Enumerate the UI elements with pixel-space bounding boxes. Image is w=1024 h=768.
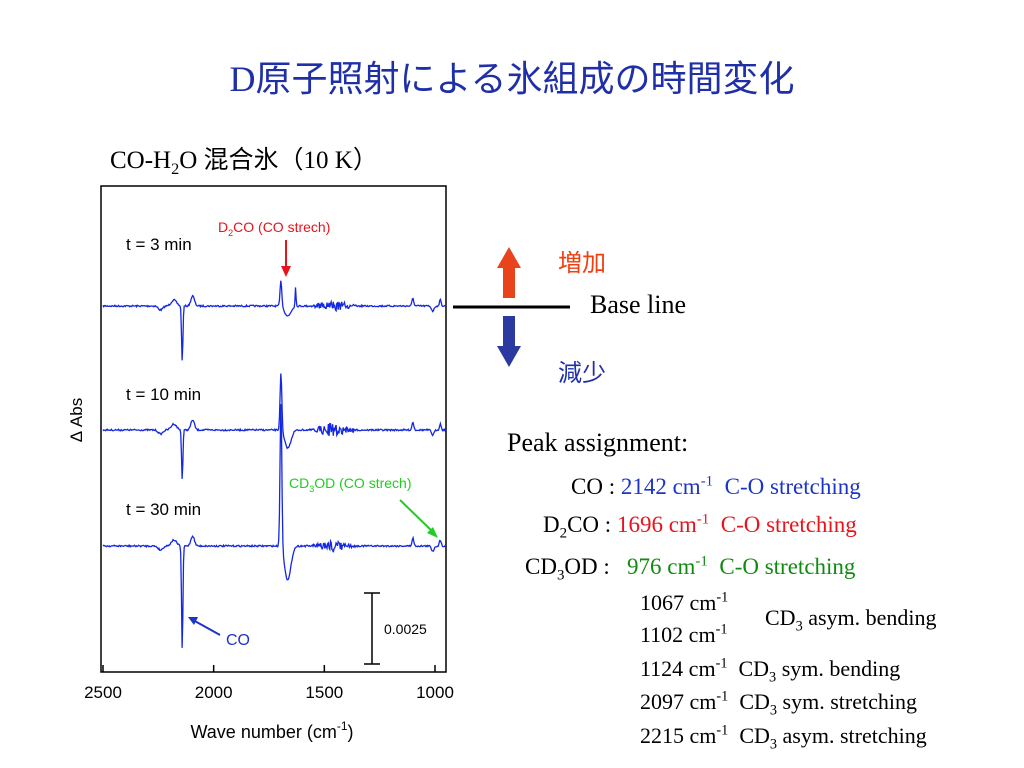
subscript: 3 bbox=[795, 618, 803, 635]
legend-decrease: 減少 bbox=[558, 361, 606, 387]
text: CD bbox=[289, 475, 309, 491]
x-tick-label: 2500 bbox=[84, 683, 122, 702]
superscript: -1 bbox=[715, 655, 728, 672]
text: CD bbox=[765, 605, 796, 630]
trace-label: t = 10 min bbox=[126, 385, 201, 404]
increase-arrow bbox=[503, 266, 515, 298]
x-tick-label: 2000 bbox=[195, 683, 233, 702]
superscript: -1 bbox=[337, 719, 348, 733]
text: CO : bbox=[567, 512, 617, 537]
trace-label: t = 30 min bbox=[126, 500, 201, 519]
arrow bbox=[399, 499, 434, 533]
peak-row: 2215 cm-1 CD3 asym. stretching bbox=[640, 722, 927, 753]
decrease-arrow bbox=[497, 346, 521, 367]
wavenumber: 2215 cm bbox=[640, 723, 717, 748]
peak-row: 1124 cm-1 CD3 sym. bending bbox=[640, 655, 901, 686]
annotation: D2CO (CO strech) bbox=[218, 219, 330, 238]
peak-row: 1067 cm-1 bbox=[640, 590, 728, 616]
subscript: 2 bbox=[171, 160, 180, 178]
peaks-heading: Peak assignment: bbox=[507, 428, 689, 457]
text: asym. bending bbox=[802, 605, 937, 630]
peak-row: D2CO : 1696 cm-1 C-O stretching bbox=[543, 511, 857, 541]
subscript: 3 bbox=[309, 484, 314, 494]
text: ) bbox=[348, 722, 354, 742]
x-tick-label: 1000 bbox=[416, 683, 454, 702]
superscript: -1 bbox=[715, 621, 728, 638]
wavenumber: 1067 cm bbox=[640, 590, 717, 615]
text: Wave number (cm bbox=[190, 722, 336, 742]
increase-arrow bbox=[497, 247, 521, 268]
arrow bbox=[192, 619, 221, 636]
superscript: -1 bbox=[695, 553, 708, 570]
text: CD bbox=[525, 554, 557, 579]
wavenumber: 2097 cm bbox=[640, 689, 717, 714]
text: asym. stretching bbox=[777, 723, 927, 748]
y-axis-label: Δ Abs bbox=[67, 398, 86, 442]
superscript: -1 bbox=[716, 589, 729, 606]
superscript: -1 bbox=[700, 473, 714, 490]
arrow-head bbox=[188, 617, 198, 625]
assignment: C-O stretching bbox=[720, 512, 857, 537]
shared-assignment: CD3 asym. bending bbox=[765, 605, 937, 635]
assignment: C-O stretching bbox=[724, 474, 861, 499]
wavenumber: 1696 cm bbox=[616, 512, 697, 537]
legend-baseline: Base line bbox=[590, 290, 687, 319]
traces bbox=[102, 280, 447, 648]
superscript: -1 bbox=[696, 511, 710, 528]
x-tick-label: 1500 bbox=[305, 683, 343, 702]
spectrum-trace bbox=[102, 404, 447, 648]
figure-heading: CO-H2O 混合氷（10 K） bbox=[110, 140, 378, 178]
subscript: 3 bbox=[769, 702, 778, 719]
subscript: 2 bbox=[228, 228, 233, 238]
peak-row: CD3OD : 976 cm-1 C-O stretching bbox=[525, 553, 856, 583]
wavenumber: 2142 cm bbox=[620, 474, 701, 499]
decrease-arrow bbox=[503, 316, 515, 348]
peak-row: CO : 2142 cm-1 C-O stretching bbox=[571, 474, 861, 500]
legend-increase: 増加 bbox=[558, 251, 606, 277]
text: sym. bending bbox=[776, 656, 901, 681]
subscript: 3 bbox=[556, 567, 565, 584]
x-axis: 2500 2000 1500 1000 bbox=[84, 665, 454, 702]
peak-row: 1102 cm-1 bbox=[640, 622, 727, 648]
plot-frame bbox=[100, 185, 447, 673]
text: CO-H bbox=[110, 147, 172, 174]
text: CO : bbox=[571, 474, 621, 499]
subscript: 3 bbox=[769, 669, 777, 686]
superscript: -1 bbox=[716, 722, 729, 739]
scale-label: 0.0025 bbox=[384, 621, 427, 637]
arrow-head bbox=[281, 266, 291, 277]
arrow-head bbox=[427, 527, 438, 538]
slide-title: D原子照射による氷組成の時間変化 bbox=[229, 59, 795, 99]
text: OD : bbox=[564, 554, 616, 579]
wavenumber: 976 cm bbox=[627, 554, 696, 579]
peak-row: 2097 cm-1 CD3 sym. stretching bbox=[640, 688, 917, 719]
wavenumber: 1124 cm bbox=[640, 656, 716, 681]
text: O 混合氷（10 K） bbox=[179, 147, 378, 174]
trace-label: t = 3 min bbox=[126, 235, 192, 254]
subscript: 2 bbox=[559, 525, 568, 542]
spectrum-trace bbox=[102, 280, 447, 361]
text: OD (CO strech) bbox=[314, 475, 411, 491]
x-axis-label: Wave number (cm-1) bbox=[190, 719, 353, 742]
text: CD bbox=[738, 656, 770, 681]
annotation: CO bbox=[226, 632, 250, 649]
subscript: 3 bbox=[769, 736, 778, 753]
annotation: CD3OD (CO strech) bbox=[289, 475, 411, 494]
superscript: -1 bbox=[716, 688, 729, 705]
text: CD bbox=[739, 723, 770, 748]
text: D bbox=[218, 219, 228, 235]
spectrum-trace bbox=[102, 373, 447, 479]
assignment: C-O stretching bbox=[719, 554, 856, 579]
wavenumber: 1102 cm bbox=[640, 622, 716, 647]
text: sym. stretching bbox=[777, 689, 917, 714]
text: CO (CO strech) bbox=[233, 219, 330, 235]
text: CD bbox=[739, 689, 770, 714]
text: D bbox=[543, 512, 560, 537]
